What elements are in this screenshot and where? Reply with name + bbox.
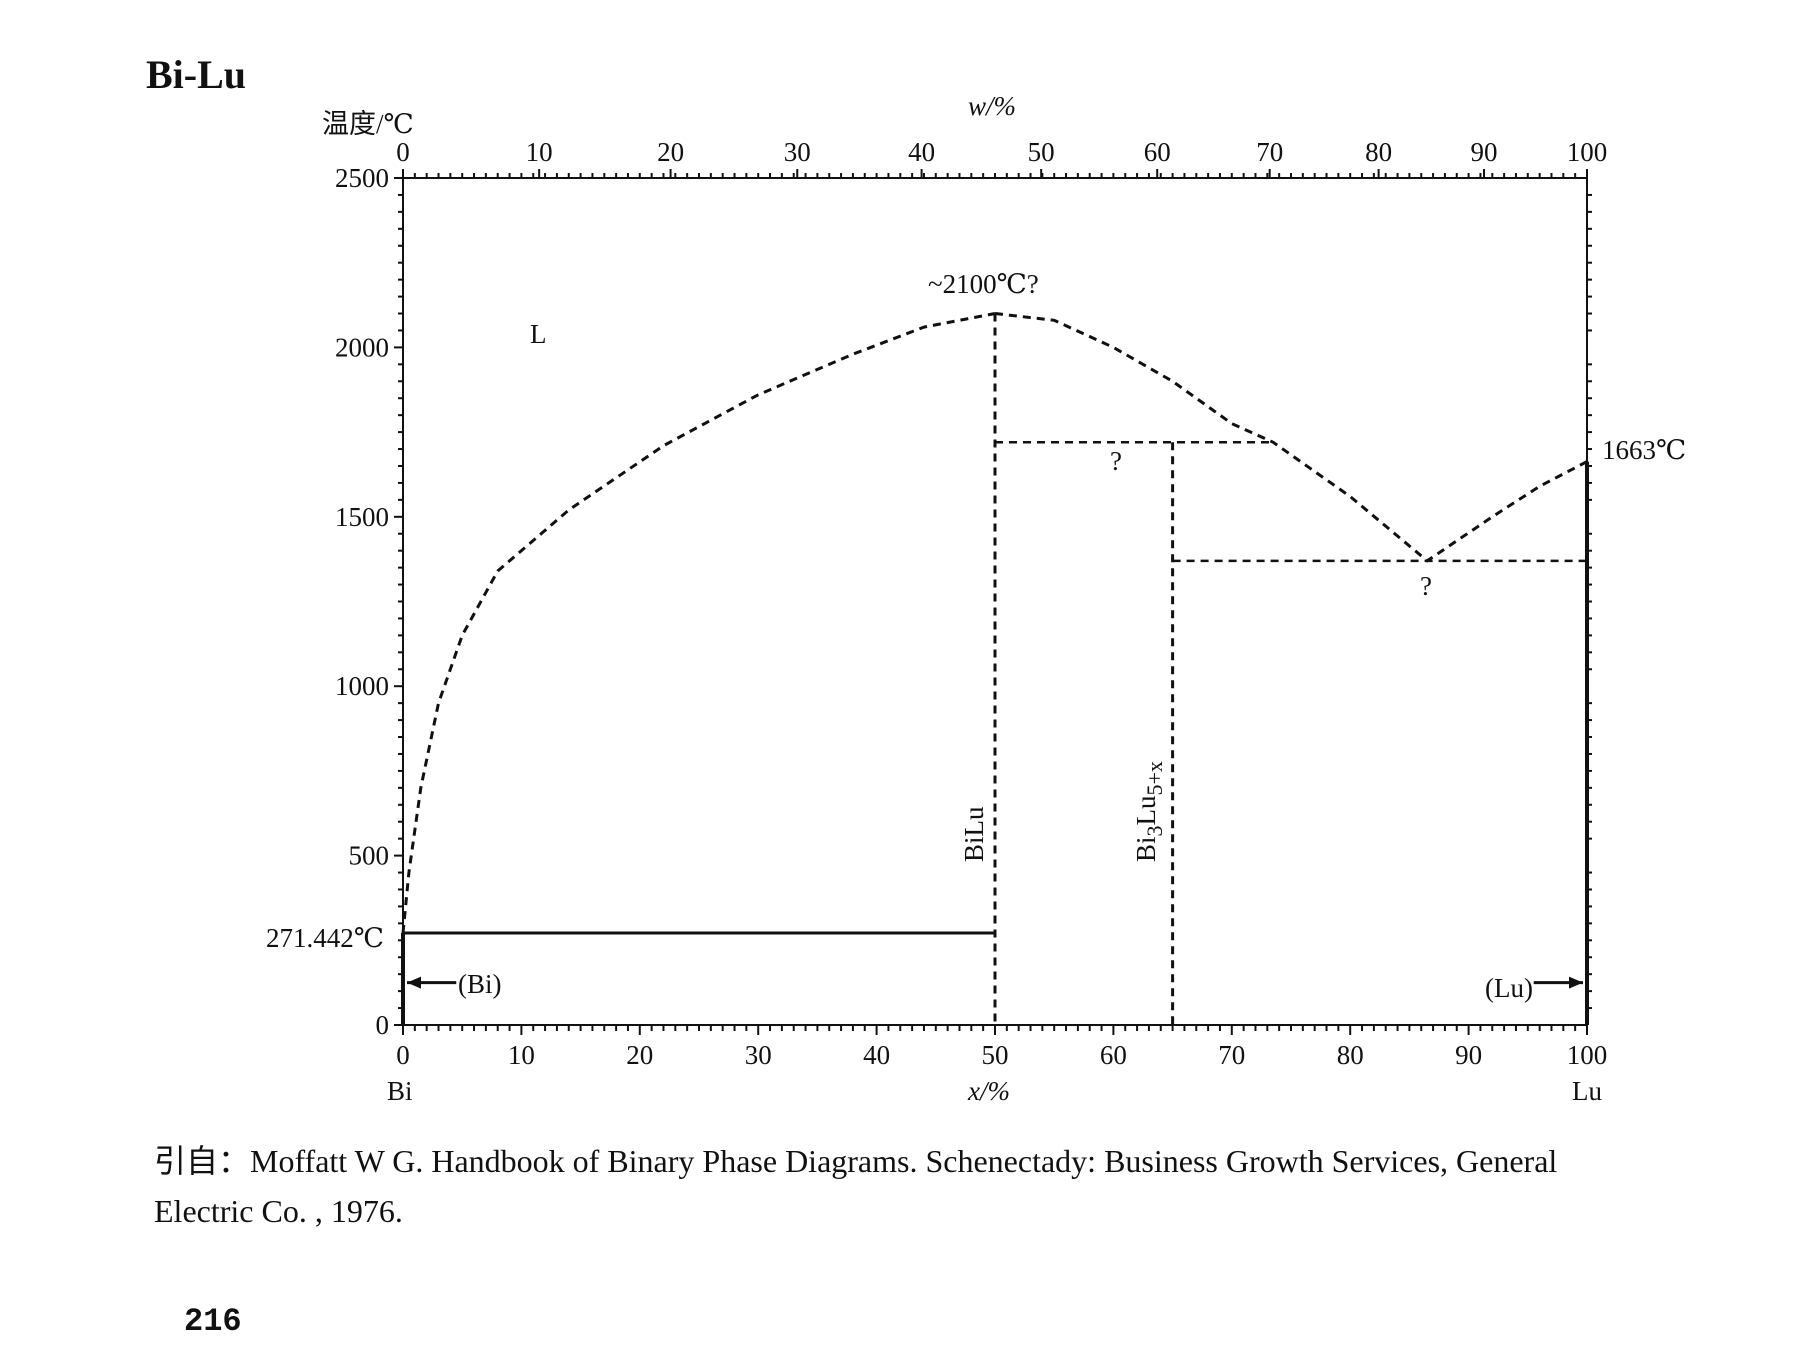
x-tick-label-50: 50 bbox=[982, 1040, 1009, 1070]
liquid-region-label: L bbox=[530, 319, 547, 349]
w-tick-label-30: 30 bbox=[784, 137, 811, 167]
x-tick-label-40: 40 bbox=[863, 1040, 890, 1070]
top-axis-label: w/% bbox=[968, 91, 1016, 121]
max-temp-label: ~2100℃? bbox=[928, 269, 1039, 299]
y-tick-label-2500: 2500 bbox=[335, 163, 389, 193]
y-tick-label-0: 0 bbox=[376, 1010, 390, 1040]
eutectic-question-mark: ? bbox=[1420, 571, 1432, 601]
page-number: 216 bbox=[184, 1303, 242, 1340]
y-tick-label-1500: 1500 bbox=[335, 502, 389, 532]
bi-melting-point-label: 271.442℃ bbox=[266, 923, 384, 953]
y-tick-label-1000: 1000 bbox=[335, 671, 389, 701]
w-tick-label-50: 50 bbox=[1028, 137, 1055, 167]
y-tick-label-500: 500 bbox=[349, 841, 390, 871]
bi3lu5x-compound-label: Bi3Lu5+x bbox=[1131, 761, 1167, 862]
x-tick-label-80: 80 bbox=[1337, 1040, 1364, 1070]
lu-phase-label: (Lu) bbox=[1485, 973, 1533, 1003]
x-tick-label-90: 90 bbox=[1455, 1040, 1482, 1070]
y-tick-label-2000: 2000 bbox=[335, 332, 389, 362]
liquidus-right-curve bbox=[994, 312, 1588, 563]
right-element-label: Lu bbox=[1572, 1076, 1602, 1106]
w-tick-label-20: 20 bbox=[657, 137, 684, 167]
bi-phase-arrow-head bbox=[407, 976, 421, 989]
y-axis-label: 温度/℃ bbox=[322, 109, 414, 139]
bilu-compound-label: BiLu bbox=[959, 806, 989, 862]
bottom-axis-label: x/% bbox=[967, 1076, 1010, 1106]
bi-phase-label: (Bi) bbox=[458, 969, 502, 999]
liquidus-left-curve bbox=[401, 312, 996, 934]
x-tick-label-70: 70 bbox=[1218, 1040, 1245, 1070]
x-tick-label-10: 10 bbox=[508, 1040, 535, 1070]
w-tick-label-80: 80 bbox=[1365, 137, 1392, 167]
lu-melting-point-label: 1663℃ bbox=[1602, 435, 1686, 465]
left-element-label: Bi bbox=[387, 1076, 413, 1106]
figure-title: Bi-Lu bbox=[146, 52, 246, 97]
w-tick-label-90: 90 bbox=[1470, 137, 1497, 167]
w-tick-label-40: 40 bbox=[908, 137, 935, 167]
lu-phase-arrow-head bbox=[1569, 976, 1583, 989]
w-tick-label-100: 100 bbox=[1567, 137, 1608, 167]
x-tick-label-20: 20 bbox=[626, 1040, 653, 1070]
w-tick-label-60: 60 bbox=[1144, 137, 1171, 167]
w-tick-label-0: 0 bbox=[396, 137, 410, 167]
annotations-group: L ~2100℃? 271.442℃ 1663℃ (Bi) (Lu) ? ? B… bbox=[266, 269, 1686, 1003]
x-tick-label-60: 60 bbox=[1100, 1040, 1127, 1070]
w-tick-label-10: 10 bbox=[526, 137, 553, 167]
x-tick-label-100: 100 bbox=[1567, 1040, 1608, 1070]
citation-line-2: Electric Co. , 1976. bbox=[154, 1193, 403, 1229]
phase-boundaries bbox=[401, 312, 1589, 1025]
citation-line-1: 引自：Moffatt W G. Handbook of Binary Phase… bbox=[154, 1143, 1557, 1179]
x-tick-label-0: 0 bbox=[396, 1040, 410, 1070]
x-tick-label-30: 30 bbox=[745, 1040, 772, 1070]
peritectic-question-mark: ? bbox=[1110, 446, 1122, 476]
w-tick-label-70: 70 bbox=[1256, 137, 1283, 167]
